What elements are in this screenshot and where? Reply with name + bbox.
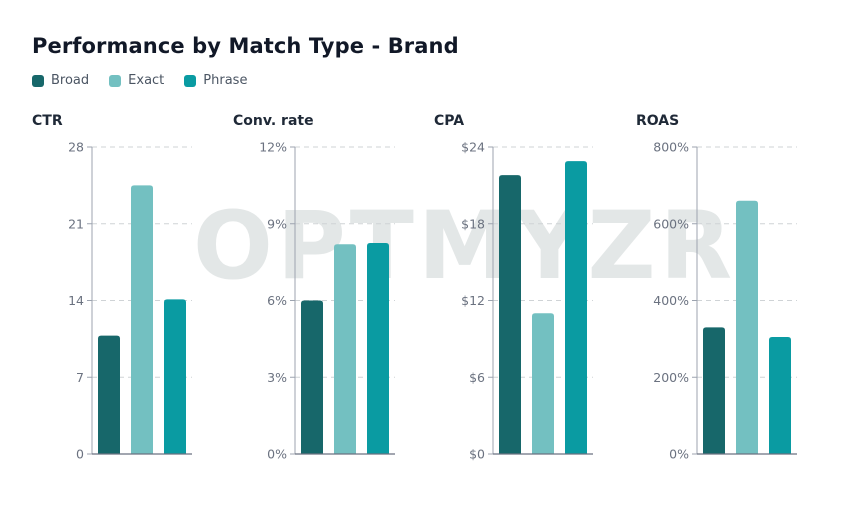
tick-label: 14 bbox=[68, 293, 84, 308]
tick-label: 12% bbox=[259, 140, 287, 155]
tick-label: 0% bbox=[267, 447, 287, 462]
bar-conv-rate-phrase bbox=[367, 242, 389, 454]
legend-swatch-phrase bbox=[184, 74, 197, 87]
bar-conv-rate-broad bbox=[301, 300, 323, 454]
legend-item-phrase[interactable]: Phrase bbox=[184, 73, 247, 88]
bar-roas-phrase bbox=[769, 336, 791, 454]
legend-label-exact: Exact bbox=[128, 73, 165, 88]
tick-label: 21 bbox=[68, 216, 84, 231]
tick-label: 0 bbox=[76, 447, 84, 462]
bar-roas-exact bbox=[736, 200, 758, 454]
bar-roas-broad bbox=[703, 327, 725, 454]
chart-title: Performance by Match Type - Brand bbox=[32, 34, 459, 58]
tick-label: 600% bbox=[653, 216, 689, 231]
tick-label: $18 bbox=[461, 216, 485, 231]
tick-label: 9% bbox=[267, 216, 287, 231]
legend-label-phrase: Phrase bbox=[203, 73, 248, 88]
legend-label-broad: Broad bbox=[51, 73, 90, 88]
tick-label: 3% bbox=[267, 370, 287, 385]
tick-label: $12 bbox=[461, 293, 485, 308]
bar-cpa-broad bbox=[499, 175, 521, 454]
tick-label: 200% bbox=[653, 370, 689, 385]
tick-label: 7 bbox=[76, 370, 84, 385]
legend: Broad Exact Phrase bbox=[32, 73, 247, 88]
tick-label: $6 bbox=[469, 370, 485, 385]
bar-conv-rate-exact bbox=[334, 244, 356, 454]
legend-item-exact[interactable]: Exact bbox=[109, 73, 164, 88]
panel-title-conv-rate: Conv. rate bbox=[233, 113, 314, 129]
tick-label: 6% bbox=[267, 293, 287, 308]
tick-label: $24 bbox=[461, 140, 485, 155]
tick-label: 0% bbox=[669, 447, 689, 462]
bar-ctr-exact bbox=[131, 185, 153, 454]
panel-title-ctr: CTR bbox=[32, 113, 63, 129]
tick-label: 28 bbox=[68, 140, 84, 155]
panel-title-cpa: CPA bbox=[434, 113, 464, 129]
tick-label: 400% bbox=[653, 293, 689, 308]
legend-swatch-broad bbox=[32, 74, 44, 87]
bar-ctr-phrase bbox=[164, 299, 186, 454]
legend-item-broad[interactable]: Broad bbox=[32, 73, 89, 88]
bar-cpa-phrase bbox=[565, 161, 587, 454]
tick-label: 800% bbox=[653, 140, 689, 155]
bar-cpa-exact bbox=[532, 313, 554, 454]
tick-label: $0 bbox=[469, 447, 485, 462]
bar-ctr-broad bbox=[98, 335, 120, 454]
panel-title-roas: ROAS bbox=[636, 113, 679, 129]
legend-swatch-exact bbox=[109, 74, 122, 87]
